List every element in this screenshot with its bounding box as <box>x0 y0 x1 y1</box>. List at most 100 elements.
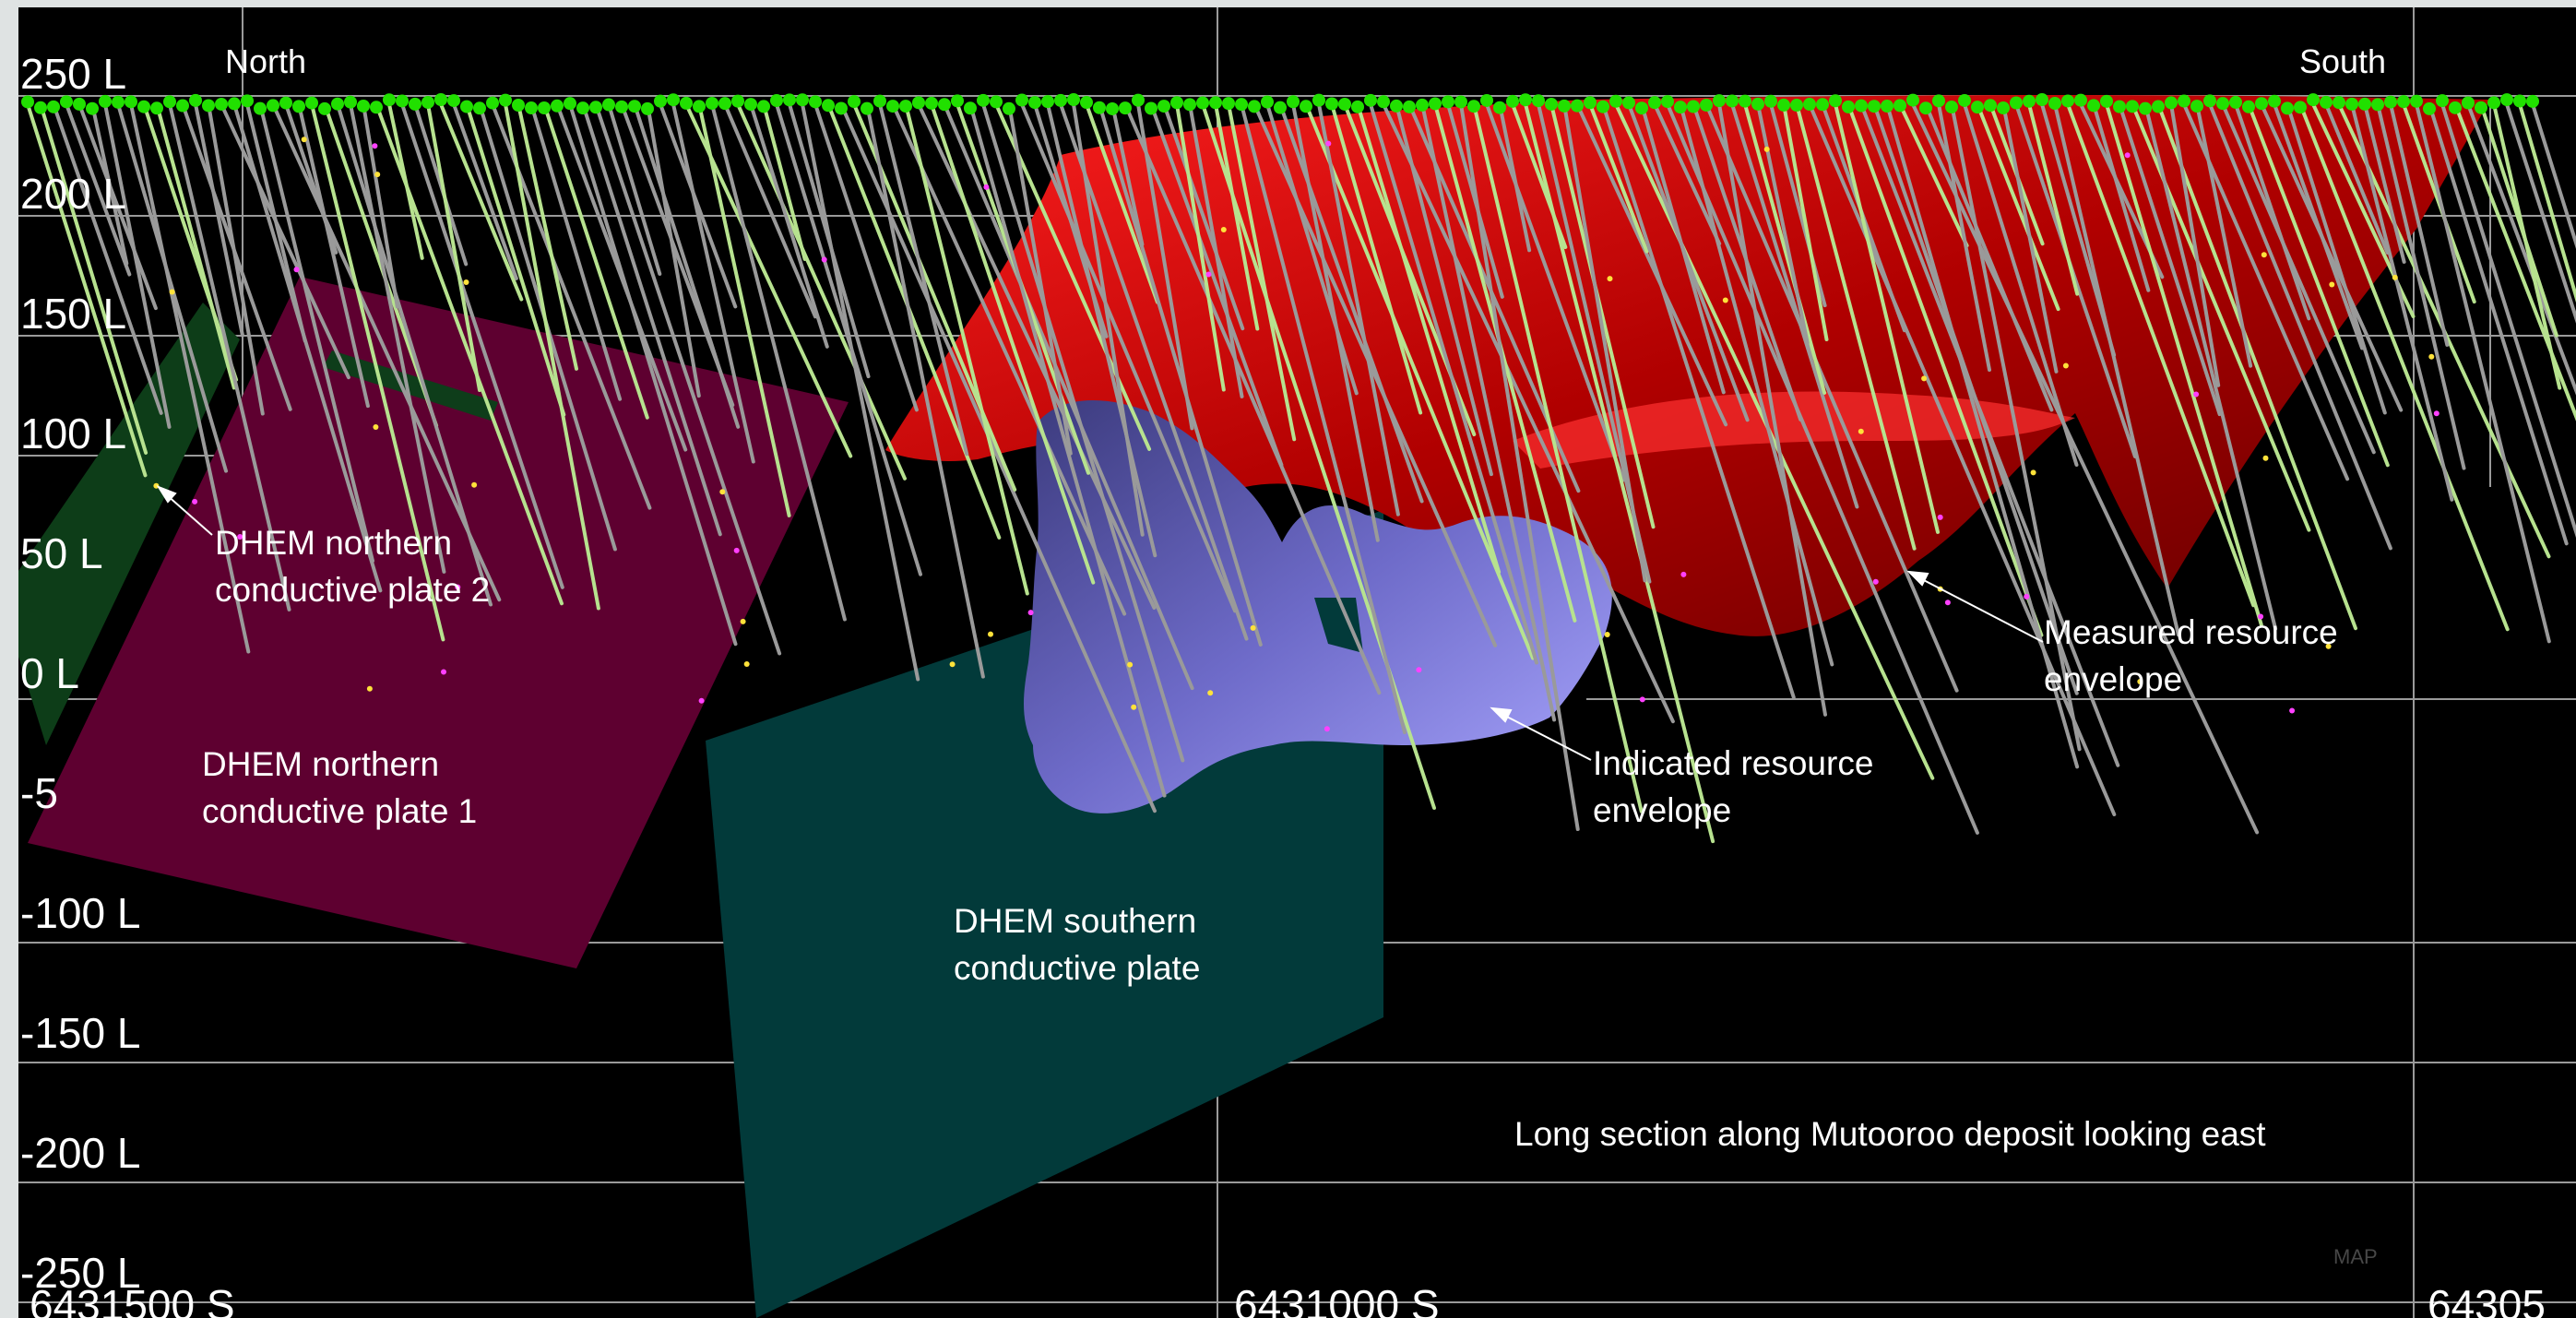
drillhole-collar <box>925 96 938 110</box>
drillhole-collar <box>744 98 757 112</box>
drillhole-collar <box>512 99 525 113</box>
drillhole-collar <box>2126 100 2139 113</box>
drillhole-trace <box>1395 102 1493 477</box>
drillhole-trace <box>2208 102 2392 551</box>
drillhole-trace <box>1382 102 1675 724</box>
drillhole-trace <box>1175 102 1226 392</box>
drillhole-trace <box>245 102 307 343</box>
assay-speck <box>2261 252 2267 258</box>
drillhole-collar <box>331 97 344 111</box>
drillhole-trace <box>1666 102 1979 835</box>
drillhole-collar <box>1261 95 1274 109</box>
drillhole-collar <box>796 93 809 107</box>
drillhole-trace <box>1730 102 1859 509</box>
drillhole-trace <box>1562 102 1647 583</box>
drillhole-collar <box>2113 100 2126 113</box>
assay-speck <box>2124 152 2131 159</box>
drillhole-collar <box>1364 93 1377 107</box>
drillhole-collar <box>1881 100 1893 113</box>
drillhole-trace <box>1007 102 1073 456</box>
drillhole-collar <box>886 100 899 113</box>
drillhole-collar <box>1893 99 1906 113</box>
drillhole-collar <box>964 101 977 115</box>
drillhole-trace <box>930 102 1096 585</box>
drillhole-collar <box>977 93 990 107</box>
drillhole-collar <box>1609 94 1622 108</box>
drillhole-collar <box>112 95 125 109</box>
drillhole-trace <box>2169 102 2221 387</box>
drillhole-collar <box>667 93 680 107</box>
drillhole-collar <box>1028 96 1041 110</box>
green-conductive-plate <box>18 303 240 745</box>
assay-speck <box>169 289 175 295</box>
annotation-indicated-envelope: Indicated resource envelope <box>1593 740 1873 834</box>
drillhole-collar <box>757 100 770 113</box>
drillhole-trace <box>2324 102 2390 255</box>
annotation-line: DHEM southern <box>954 902 1197 940</box>
drillhole-trace <box>426 102 481 392</box>
drillhole-collar <box>2500 93 2513 107</box>
drillhole-collar <box>2178 94 2190 108</box>
long-section-canvas: 250 L 200 L 150 L 100 L 50 L 0 L -5 -100… <box>18 7 2576 1318</box>
assay-speck <box>1944 600 1951 606</box>
drillhole-trace <box>413 102 469 267</box>
drillhole-collar <box>2526 94 2539 108</box>
drillhole-collar <box>1351 100 1364 113</box>
drillhole-collar <box>1235 98 1248 112</box>
drillhole-collar <box>693 100 706 113</box>
assay-speck <box>2325 643 2332 649</box>
assay-speck <box>237 534 243 540</box>
assay-speck <box>1722 297 1728 303</box>
drillhole-collar <box>2087 99 2100 113</box>
drillhole-collar <box>2216 97 2229 111</box>
drillhole-collar <box>305 96 318 110</box>
drillhole-collar <box>2100 94 2113 108</box>
drillhole-trace <box>2273 102 2364 350</box>
assay-speck <box>743 661 750 667</box>
drillhole-trace <box>1937 102 1991 372</box>
drillhole-collar <box>525 101 538 115</box>
drillhole-collar <box>1816 98 1829 112</box>
drillhole-trace <box>1369 102 1538 665</box>
drillhole-collar <box>2487 96 2500 110</box>
drillhole-collar <box>267 99 279 113</box>
drillhole-trace <box>129 102 251 654</box>
drillhole-collar <box>1054 93 1067 107</box>
drillhole-trace <box>516 102 578 371</box>
north-label: North <box>225 42 307 80</box>
drillhole-trace <box>1846 102 2044 637</box>
drillhole-collar <box>861 101 873 115</box>
assay-speck <box>2024 593 2030 600</box>
assay-speck <box>1680 571 1687 577</box>
drillhole-trace <box>1123 102 1382 695</box>
drillhole-collar <box>176 99 189 113</box>
drillhole-collar <box>2358 97 2371 111</box>
drillhole-trace <box>220 102 350 380</box>
drillhole-trace <box>1834 102 1940 534</box>
drillhole-trace <box>2027 102 2080 296</box>
drillhole-collar <box>1403 100 1416 113</box>
drillhole-collar <box>447 94 460 108</box>
drillhole-collar <box>47 100 60 113</box>
drillhole-collar <box>125 95 137 109</box>
drillhole-trace <box>452 102 518 280</box>
assay-speck <box>949 661 956 668</box>
drillhole-collar <box>2423 101 2436 115</box>
drillhole-collar <box>318 101 331 115</box>
drillhole-trace <box>1291 102 1380 542</box>
drillhole-collar <box>2203 94 2216 108</box>
drillhole-collar <box>1622 96 1635 110</box>
drillhole-collar <box>770 94 783 108</box>
drillhole-collar <box>357 99 370 113</box>
drillhole-trace <box>2518 102 2576 303</box>
drillhole-collar <box>1003 101 1015 115</box>
drillhole-collar <box>99 94 112 108</box>
drillhole-collar <box>564 97 576 111</box>
drillhole-trace <box>891 102 1127 616</box>
assay-speck <box>366 685 373 692</box>
assay-speck <box>1607 276 1613 282</box>
drillhole-trace <box>26 102 148 478</box>
drillhole-trace <box>90 102 129 266</box>
drillhole-collar <box>228 97 241 111</box>
assay-speck <box>1127 661 1134 668</box>
